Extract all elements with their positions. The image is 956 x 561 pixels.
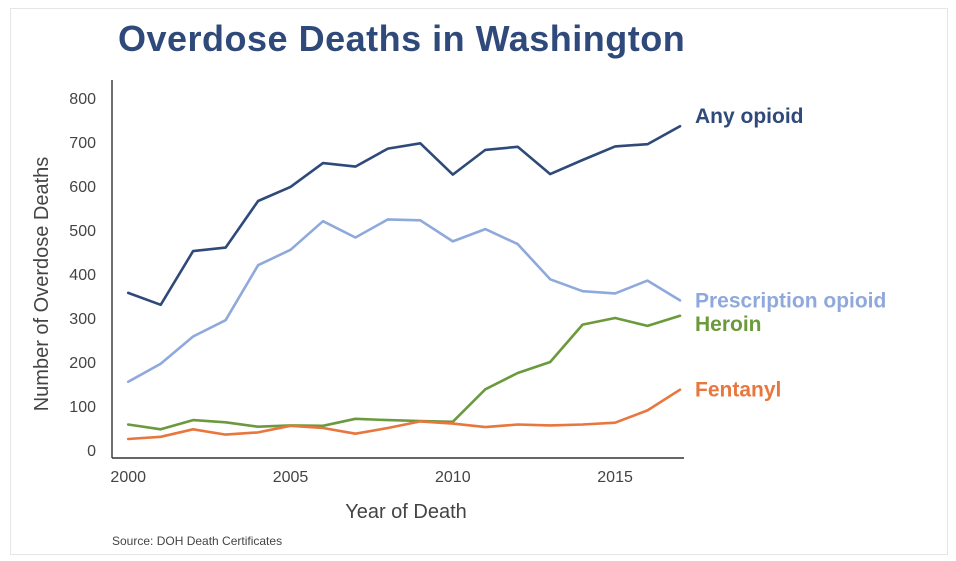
series-label-any-opioid: Any opioid (695, 105, 804, 128)
x-axis-label: Year of Death (345, 501, 467, 523)
x-axis-ticks: 2000 2005 2010 2015 (110, 469, 633, 486)
series-label-prescription-opioid: Prescription opioid (695, 289, 886, 312)
series-lines (126, 124, 682, 441)
y-axis-ticks: 0 100 200 300 400 500 600 700 800 (69, 91, 96, 460)
y-tick-label: 100 (69, 399, 96, 416)
series-line-fentanyl (126, 388, 682, 441)
chart-title: Overdose Deaths in Washington (118, 18, 686, 59)
series-line-prescription-opioid (126, 218, 682, 384)
y-tick-label: 600 (69, 179, 96, 196)
chart-frame (10, 8, 948, 555)
y-tick-label: 700 (69, 135, 96, 152)
x-tick-label: 2005 (273, 469, 309, 486)
x-tick-label: 2000 (110, 469, 146, 486)
series-line-any-opioid (126, 124, 682, 307)
y-axis-label: Number of Overdose Deaths (31, 157, 53, 412)
y-tick-label: 400 (69, 267, 96, 284)
x-tick-label: 2015 (597, 469, 633, 486)
series-label-heroin: Heroin (695, 313, 762, 336)
axes (111, 80, 684, 459)
y-tick-label: 0 (87, 443, 96, 460)
y-tick-label: 200 (69, 355, 96, 372)
y-tick-label: 500 (69, 223, 96, 240)
series-line-heroin (126, 314, 682, 431)
y-tick-label: 800 (69, 91, 96, 108)
y-tick-label: 300 (69, 311, 96, 328)
series-label-fentanyl: Fentanyl (695, 379, 781, 402)
source-note: Source: DOH Death Certificates (112, 534, 283, 548)
x-tick-label: 2010 (435, 469, 471, 486)
